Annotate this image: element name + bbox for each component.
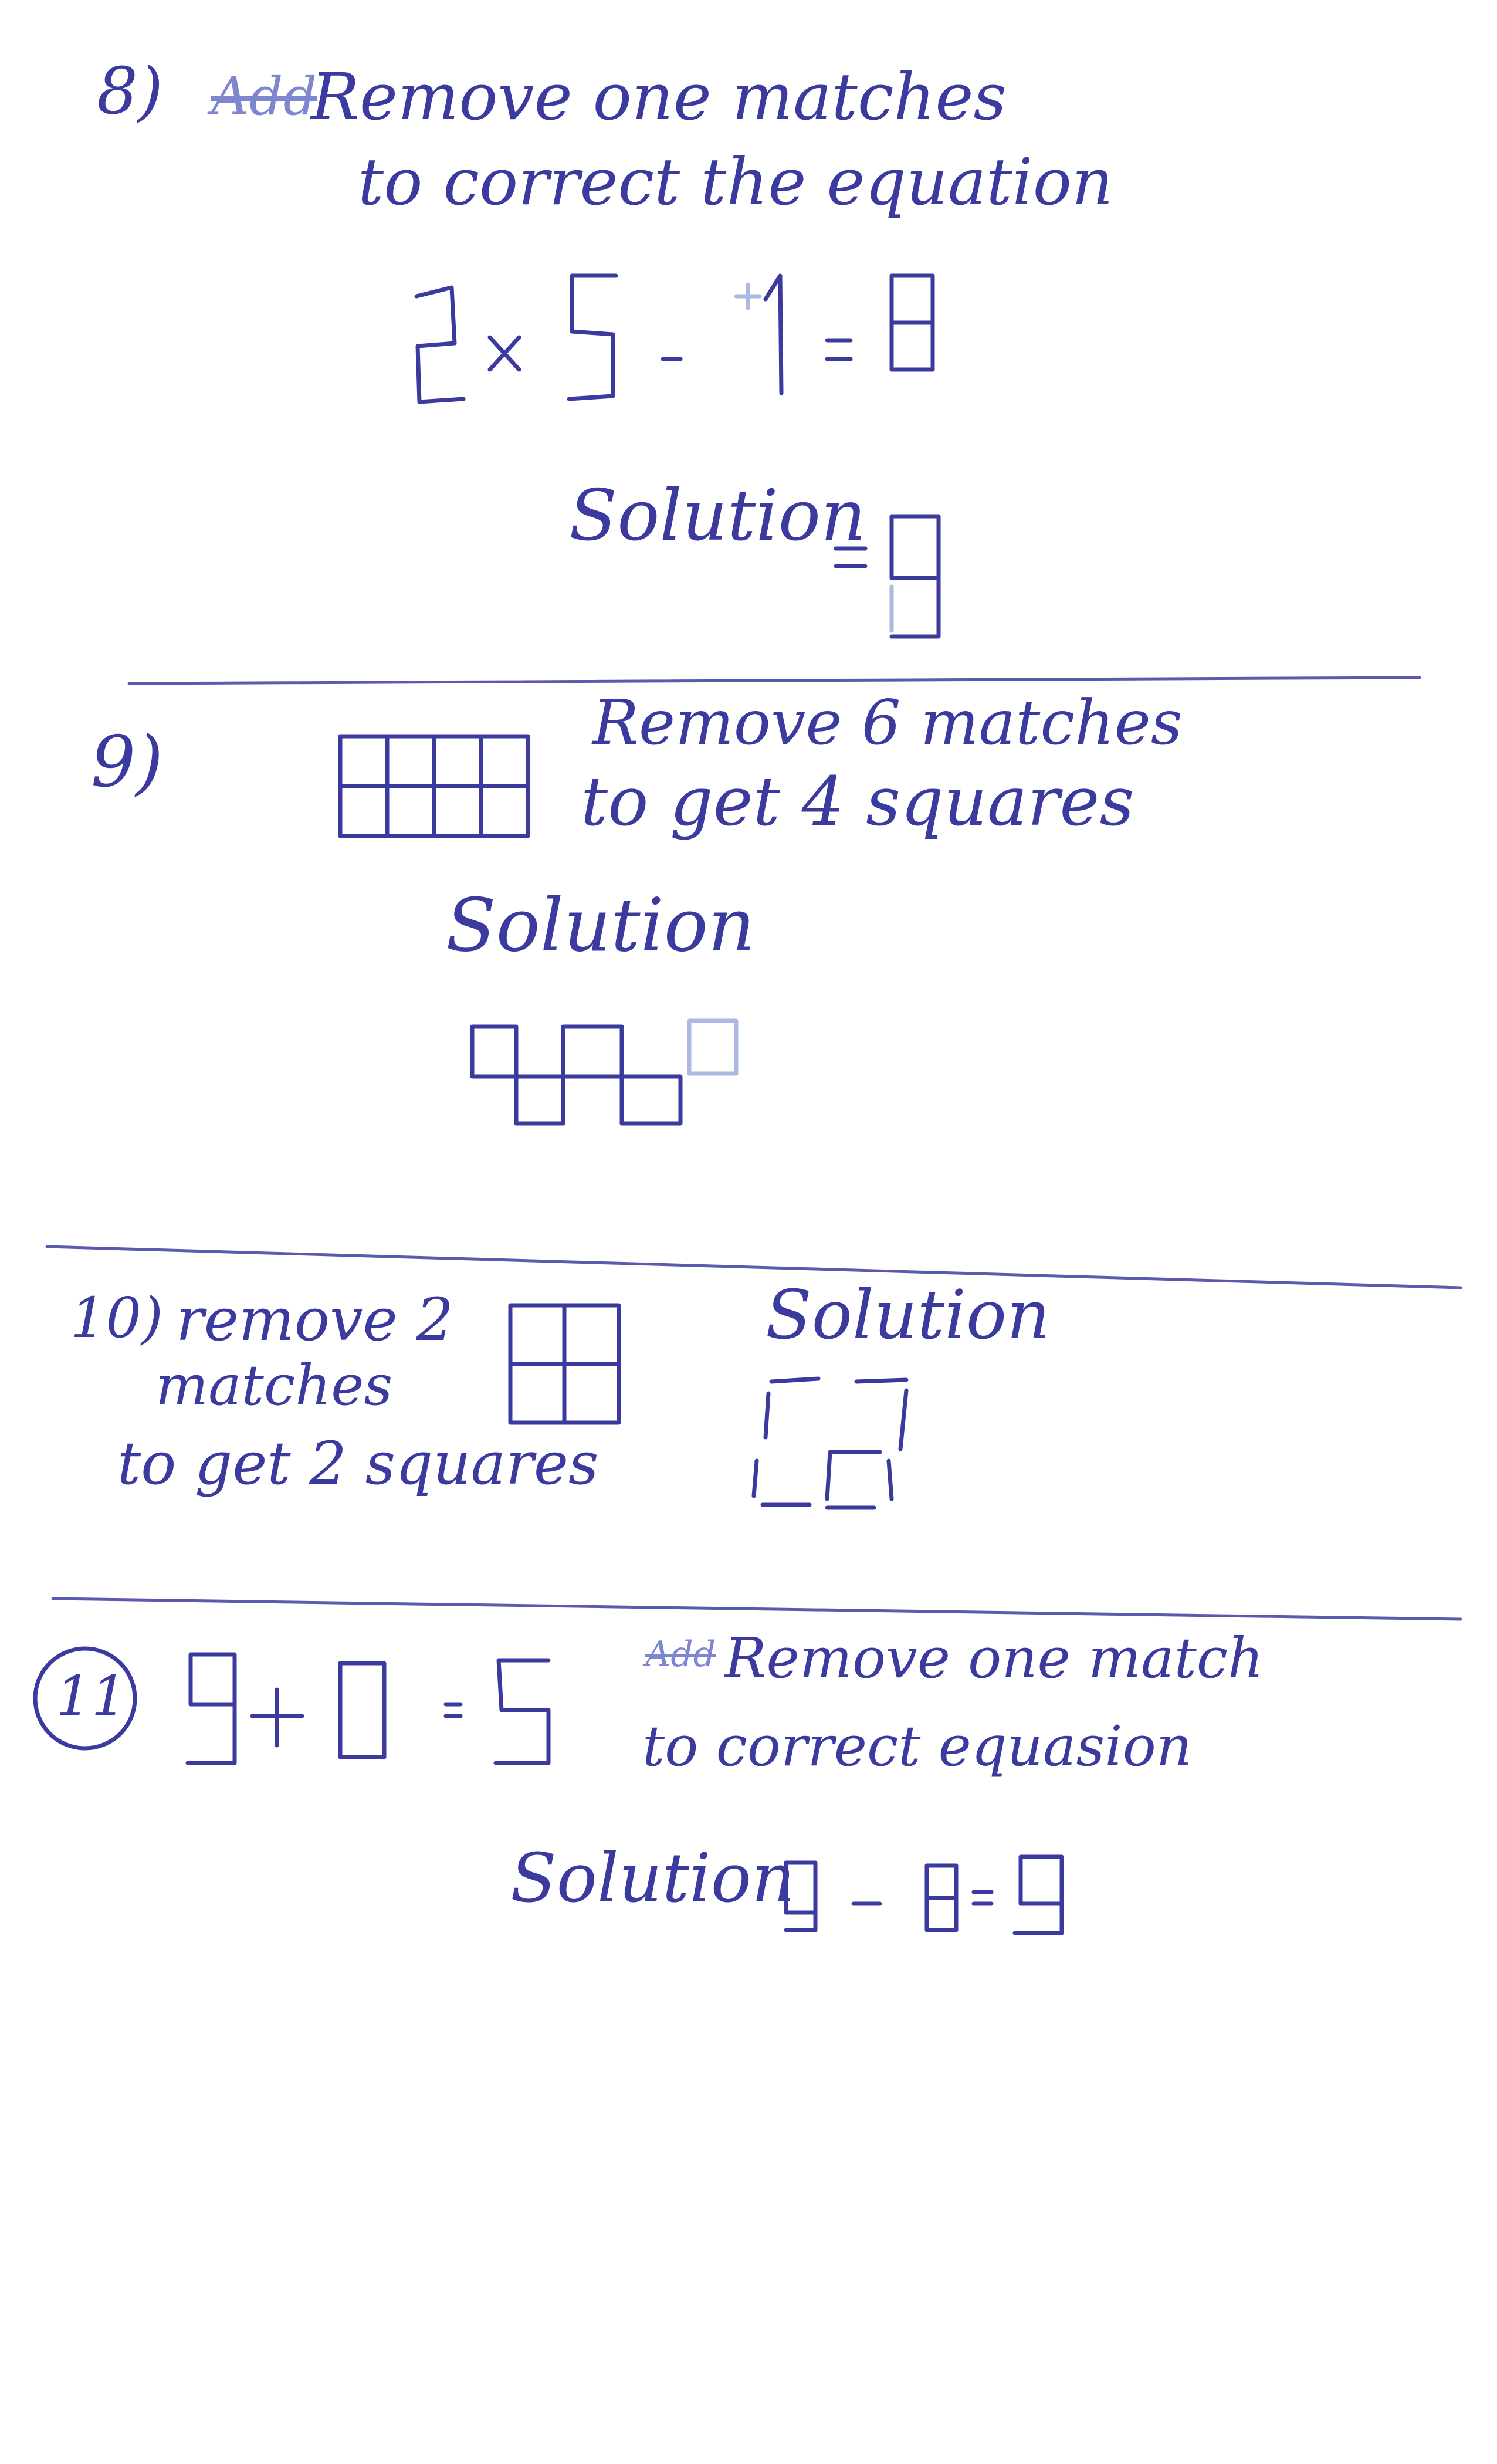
problem-11-instruction-line1: Remove one match <box>724 1626 1264 1691</box>
problem-10-instruction-line2: matches <box>155 1353 393 1418</box>
problem-9-instruction-line2: to get 4 squares <box>581 763 1134 841</box>
problem-8-instruction-line2: to correct the equation <box>358 144 1113 219</box>
problem-10-solution <box>751 1376 909 1510</box>
problem-8-solution <box>834 514 941 639</box>
problem-9-instruction-line1: Remove 6 matches <box>592 687 1183 759</box>
problem-9-puzzle <box>338 734 530 838</box>
problem-11-solution-label: Solution <box>510 1839 795 1918</box>
problem-11-scribbled-word: Add <box>645 1634 716 1675</box>
separator-2 <box>45 1245 1462 1289</box>
problem-9-solution-label: Solution <box>446 883 756 968</box>
problem-8-number: 8) <box>97 53 163 128</box>
problem-9-number: 9) <box>91 722 164 803</box>
problem-11-solution <box>784 1854 1064 1935</box>
problem-9-solution <box>470 1018 739 1126</box>
problem-10-puzzle <box>508 1303 621 1425</box>
problem-11-instruction-line2: to correct equasion <box>642 1714 1192 1779</box>
problem-10-solution-label: Solution <box>766 1276 1051 1355</box>
separator-1 <box>127 676 1421 685</box>
problem-8-instruction-line1: Remove one matches <box>311 59 1007 134</box>
separator-3 <box>51 1597 1462 1621</box>
problem-10-instruction-line1: remove 2 <box>176 1285 454 1354</box>
problem-10-number: 10) <box>70 1286 163 1351</box>
problem-11-equation <box>185 1652 551 1765</box>
problem-8-scribbled-word: Add <box>211 66 317 127</box>
problem-8-equation <box>414 273 935 404</box>
problem-8-solution-label: Solution <box>569 475 866 557</box>
problem-10-instruction-line3: to get 2 squares <box>117 1429 599 1498</box>
problem-11-circle <box>33 1646 137 1751</box>
problem-11-number: 11 <box>56 1664 127 1729</box>
